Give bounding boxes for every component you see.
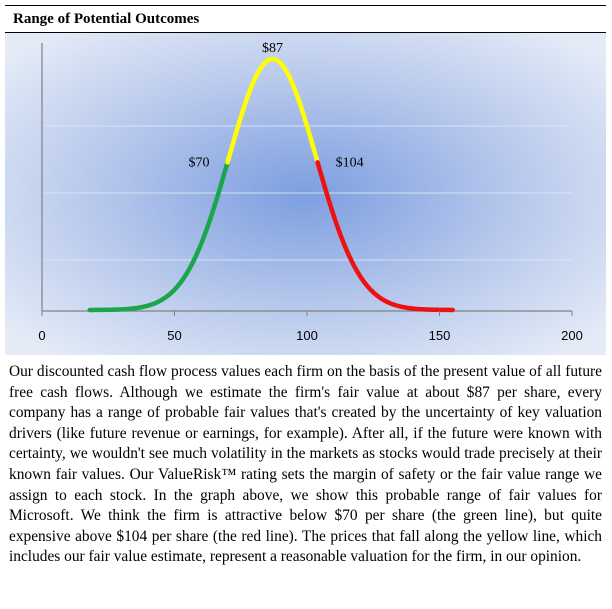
x-tick-label: 200 (561, 328, 583, 343)
x-tick-label: 100 (296, 328, 318, 343)
x-tick-label: 150 (429, 328, 451, 343)
series-line (225, 56, 320, 165)
chart-background (5, 33, 606, 355)
x-tick-label: 50 (167, 328, 181, 343)
value-annotation: $104 (336, 155, 364, 170)
x-tick-label: 0 (38, 328, 45, 343)
series-line (315, 160, 455, 313)
page-title: Range of Potential Outcomes (13, 11, 200, 27)
description-paragraph: Our discounted cash flow process values … (9, 363, 602, 566)
value-annotation: $70 (189, 155, 210, 170)
distribution-chart: 0 50 100 150 200 $70 $87 $104 (5, 33, 606, 355)
series-line (87, 160, 230, 313)
title-bar: Range of Potential Outcomes (5, 5, 606, 33)
value-annotation: $87 (262, 41, 283, 56)
